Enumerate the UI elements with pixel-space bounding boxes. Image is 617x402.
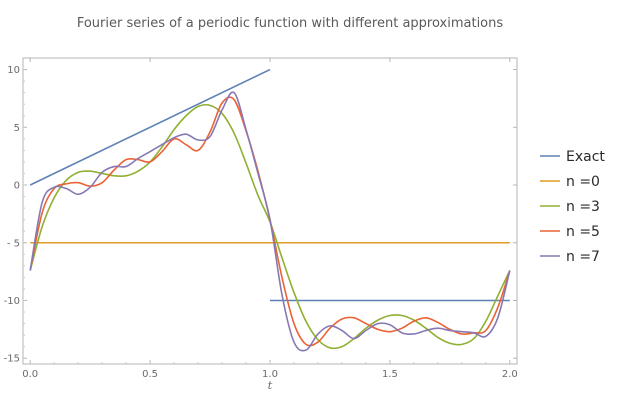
x-tick-label: 1.0: [262, 369, 278, 380]
y-tick-label: 0: [14, 181, 20, 192]
legend-label-n-5: n =5: [566, 224, 600, 240]
series-n-7-line: [29, 91, 511, 352]
x-tick-label: 0.5: [142, 369, 158, 380]
y-tick-label: 5: [14, 123, 20, 134]
legend-label-n-3: n =3: [566, 199, 600, 215]
y-tick-label: 10: [7, 65, 20, 76]
x-tick-label: 1.5: [382, 369, 398, 380]
x-tick-label: 0.0: [22, 369, 38, 380]
y-tick-label: -10: [4, 296, 20, 307]
series-exact-line: [29, 68, 271, 186]
legend-label-n-7: n =7: [566, 249, 600, 265]
x-tick-label: 2.0: [502, 369, 518, 380]
series-layer: [29, 68, 511, 352]
chart-title: Fourier series of a periodic function wi…: [77, 16, 504, 31]
y-axis: 10 5 0 - 5 -10 -15: [4, 65, 517, 365]
legend-label-exact: Exact: [566, 149, 605, 165]
plot-frame: [22, 57, 518, 365]
legend: Exact n =0 n =3 n =5 n =7: [540, 149, 605, 265]
x-axis-label: t: [268, 379, 273, 392]
x-axis: 0.0 0.5 1.0 1.5 2.0: [22, 58, 518, 380]
y-tick-label: - 5: [7, 238, 20, 249]
y-tick-label: -15: [4, 354, 20, 365]
series-n-3-line: [29, 103, 511, 350]
legend-label-n-0: n =0: [566, 174, 600, 190]
